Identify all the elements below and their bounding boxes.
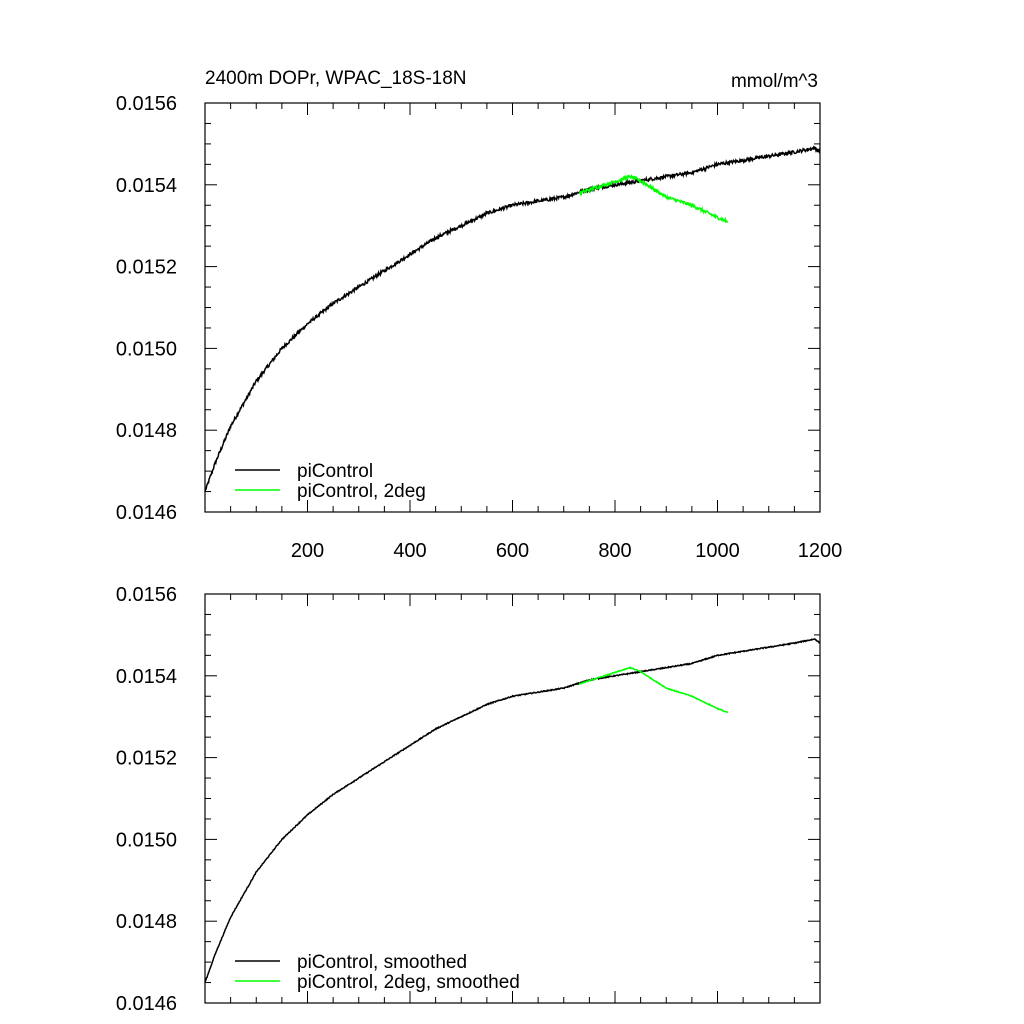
y-tick-label: 0.0146: [116, 993, 177, 1015]
units-label: mmol/m^3: [731, 71, 818, 92]
bottom-panel: 0.0146 0.0148 0.0150 0.0152 0.0154 0.0156 piCo…: [116, 584, 821, 1015]
y-tick-label: 0.0154: [116, 175, 177, 197]
x-tick-label: 400: [393, 540, 426, 562]
y-tick-label: 0.0150: [116, 829, 177, 851]
series-line-0: [204, 145, 821, 492]
y-tick-label: 0.0148: [116, 420, 177, 442]
series-line-1: [578, 666, 729, 714]
y-tick-label: 0.0150: [116, 338, 177, 360]
top-panel: 200 400 600 800 1000 1200 0.0146 0.0148 0.0150 0.…: [116, 68, 842, 562]
series-line-1: [578, 174, 729, 224]
y-tick-label: 0.0156: [116, 93, 177, 115]
y-tick-label: 0.0146: [116, 502, 177, 524]
x-tick-label: 800: [598, 540, 631, 562]
y-tick-label: 0.0148: [116, 911, 177, 933]
y-tick-label: 0.0152: [116, 257, 177, 279]
x-tick-label: 1200: [798, 540, 843, 562]
x-tick-label: 200: [291, 540, 324, 562]
legend-label: piControl, 2deg: [297, 481, 426, 502]
legend-label: piControl, 2deg, smoothed: [297, 972, 520, 993]
x-tick-label: 1000: [695, 540, 740, 562]
y-tick-label: 0.0156: [116, 584, 177, 606]
series-line-0: [204, 638, 821, 983]
legend-label: piControl, smoothed: [297, 952, 467, 973]
y-tick-label: 0.0154: [116, 666, 177, 688]
legend-label: piControl: [297, 461, 373, 482]
y-tick-label: 0.0152: [116, 748, 177, 770]
chart-title: 2400m DOPr, WPAC_18S-18N: [205, 68, 467, 89]
x-tick-label: 600: [496, 540, 529, 562]
plot-frame: [204, 593, 821, 1004]
